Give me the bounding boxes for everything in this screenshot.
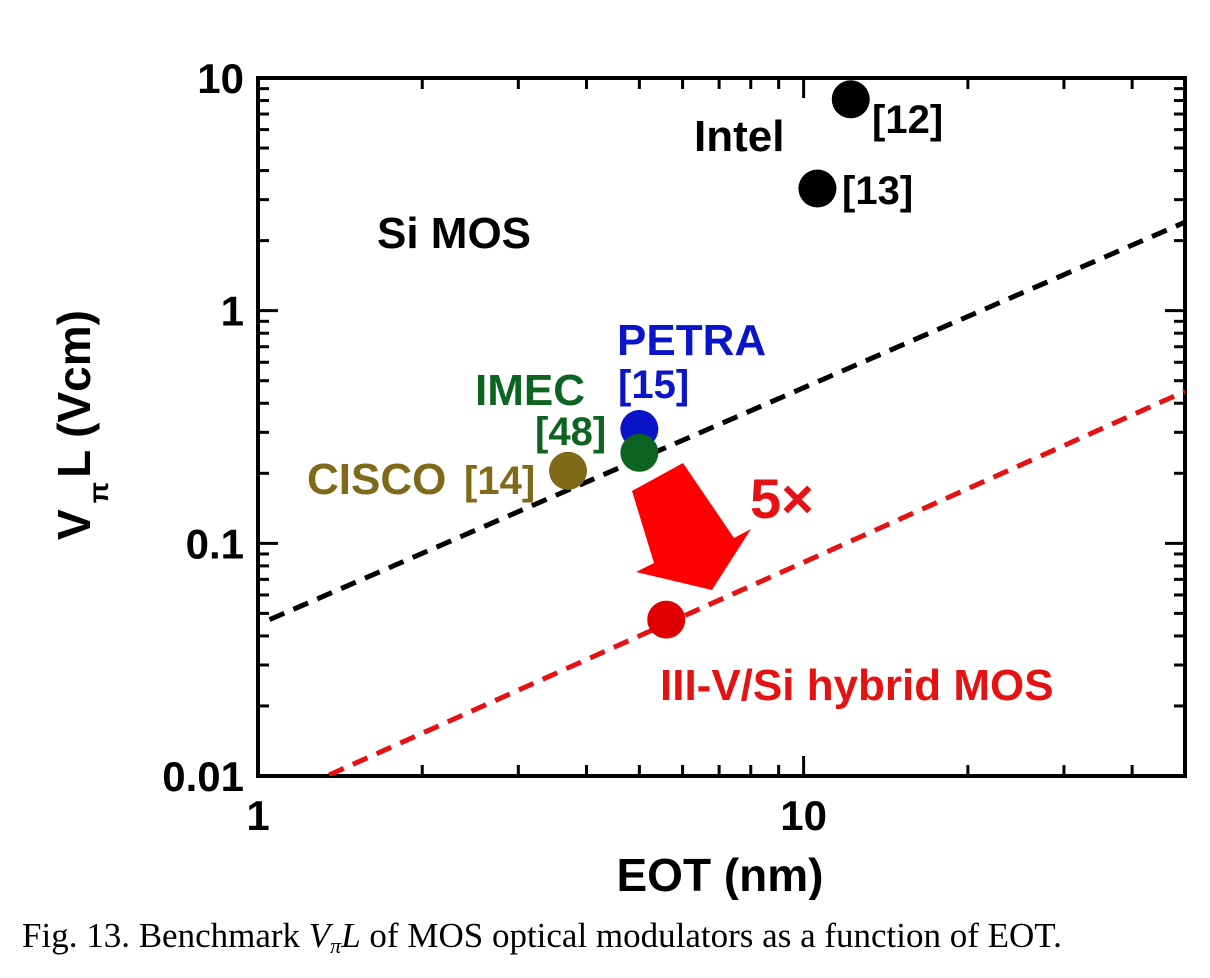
petra-label: PETRA <box>617 316 766 365</box>
y-axis-title-rest: L (Vcm) <box>48 310 100 478</box>
caption-pi: π <box>330 933 342 958</box>
y-tick-label: 10 <box>197 55 244 102</box>
caption-prefix: Fig. 13. Benchmark <box>22 916 309 955</box>
caption-l: L <box>341 916 361 955</box>
cisco-point <box>549 451 588 490</box>
plot-frame <box>256 76 1187 778</box>
annotations: [12] [13] Intel Si MOS PETRA [15] IMEC [… <box>307 98 1054 710</box>
benchmark-chart: 0.01 0.1 1 10 1 10 [12] [13] Intel Si MOS PET… <box>48 55 1187 900</box>
ref-15-label: [15] <box>618 363 689 407</box>
x-axis-title: EOT (nm) <box>617 849 824 900</box>
y-axis-title: Vπ L (Vcm) <box>48 310 114 540</box>
si-mos-label: Si MOS <box>377 209 531 258</box>
svg-text:VπL (Vcm): Vπ L (Vcm) <box>48 310 114 540</box>
intel-label: Intel <box>694 112 784 161</box>
imec-label: IMEC <box>475 366 585 415</box>
intel-12-point <box>831 80 870 119</box>
ref-48-label: [48] <box>535 410 606 454</box>
ref-14-label: [14] <box>464 459 535 503</box>
y-axis-title-sub: π <box>83 482 114 503</box>
y-tick-label: 0.1 <box>186 520 244 567</box>
intel-13-point <box>798 169 837 208</box>
hybrid-mos-trend-line <box>328 389 1185 776</box>
caption-v: V <box>308 916 331 955</box>
si-mos-trend-line <box>268 219 1185 622</box>
y-axis-title-v: V <box>48 509 100 540</box>
cisco-label: CISCO <box>307 455 446 504</box>
imec-point <box>620 433 659 472</box>
trend-lines <box>268 219 1185 776</box>
data-points <box>549 80 870 639</box>
hybrid-mos-point <box>647 600 686 639</box>
hybrid-mos-label: III-V/Si hybrid MOS <box>660 661 1054 710</box>
figure-caption: Fig. 13. Benchmark VπL of MOS optical mo… <box>22 916 1192 959</box>
ref-13-label: [13] <box>842 169 913 213</box>
five-times-label: 5× <box>750 467 814 530</box>
improvement-arrow <box>632 463 751 590</box>
x-tick-label: 1 <box>246 792 269 839</box>
caption-suffix: of MOS optical modulators as a function … <box>360 916 1062 955</box>
y-tick-label: 0.01 <box>162 753 244 800</box>
axes: 0.01 0.1 1 10 1 10 <box>162 55 1187 839</box>
x-tick-label: 10 <box>780 792 827 839</box>
axis-titles: EOT (nm) Vπ L (Vcm) <box>48 310 823 900</box>
ref-12-label: [12] <box>872 98 943 142</box>
y-tick-label: 1 <box>221 288 244 335</box>
